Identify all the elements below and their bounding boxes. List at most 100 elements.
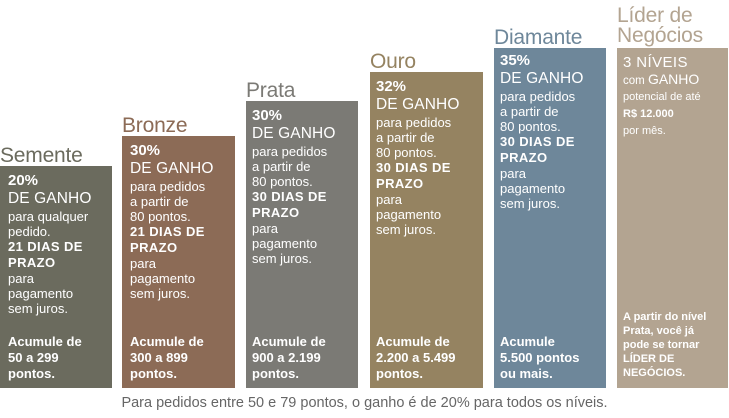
payment-line: sem juros.	[252, 251, 312, 266]
minimum-line: para pedidos	[130, 179, 206, 194]
condition-line: Prata, você já	[623, 325, 694, 337]
minimum-line: para pedidos	[376, 115, 452, 130]
minimum-line: para pedidos	[252, 144, 328, 159]
payment-line: para	[252, 221, 279, 236]
accumulate-line: Acumule	[500, 334, 555, 349]
tier-semente: Semente 20% DE GANHO para qualquer pedid…	[0, 144, 112, 388]
tier-benefits: 35% DE GANHO para pedidos a partir de 80…	[500, 52, 602, 211]
payment-line: pagamento	[376, 207, 442, 222]
gain-label: com GANHO	[623, 71, 724, 89]
payment-line: pagamento	[130, 271, 196, 286]
levels-label: 3 NÍVEIS	[623, 54, 688, 71]
payment-line: para	[130, 256, 157, 271]
gain-percent: 30%	[130, 142, 161, 159]
tier-name: Líder de Negócios	[617, 5, 703, 47]
payment-line: para	[500, 166, 527, 181]
accumulate-line: 2.200 a 5.499	[376, 350, 456, 365]
minimum-line: a partir de	[376, 130, 435, 145]
accumulate-line: pontos.	[8, 366, 55, 381]
tier-name: Bronze	[122, 114, 188, 137]
prazo-line: PRAZO	[8, 255, 56, 270]
gain-percent: 32%	[376, 78, 407, 95]
tier-name: Semente	[0, 144, 83, 167]
tier-benefits: 3 NÍVEIS com GANHO potencial de até R$ 1…	[623, 54, 724, 140]
tier-name-line: Negócios	[617, 24, 703, 47]
gain-label: DE GANHO	[376, 96, 460, 113]
gain-percent: 20%	[8, 172, 39, 189]
accumulate-text: Acumule de 50 a 299 pontos.	[8, 334, 108, 382]
condition-line: NEGÓCIOS.	[623, 367, 686, 379]
tier-benefits: 32% DE GANHO para pedidos a partir de 80…	[376, 78, 479, 237]
accumulate-line: 900 a 2.199	[252, 350, 321, 365]
gain-percent: 35%	[500, 52, 531, 69]
minimum-line: 80 pontos.	[252, 174, 313, 189]
prazo-line: PRAZO	[252, 205, 300, 220]
per-month-label: por mês.	[623, 125, 666, 137]
payment-line: sem juros.	[376, 222, 436, 237]
accumulate-text: Acumule de 900 a 2.199 pontos.	[252, 334, 354, 382]
condition-line: LÍDER DE	[623, 353, 675, 365]
minimum-line: a partir de	[130, 194, 189, 209]
minimum-line: para pedidos	[500, 89, 576, 104]
minimum-line: 80 pontos.	[130, 209, 191, 224]
accumulate-line: 5.500 pontos	[500, 350, 580, 365]
minimum-line: para qualquer	[8, 209, 89, 224]
lider-condition-text: A partir do nível Prata, você já pode se…	[623, 310, 724, 380]
tier-box: 30% DE GANHO para pedidos a partir de 80…	[246, 101, 358, 388]
accumulate-line: Acumule de	[252, 334, 326, 349]
prazo-line: 30 DIAS DE	[500, 134, 575, 149]
tier-box: 35% DE GANHO para pedidos a partir de 80…	[494, 48, 606, 388]
accumulate-text: Acumule 5.500 pontos ou mais.	[500, 334, 602, 382]
accumulate-line: ou mais.	[500, 366, 553, 381]
tier-benefits: 30% DE GANHO para pedidos a partir de 80…	[252, 107, 354, 266]
payment-line: pagamento	[8, 286, 74, 301]
payment-line: sem juros.	[500, 196, 560, 211]
potential-label: potencial de até	[623, 91, 701, 103]
tier-benefits: 30% DE GANHO para pedidos a partir de 80…	[130, 142, 231, 301]
tier-benefits: 20% DE GANHO para qualquer pedido. 21 DI…	[8, 172, 108, 316]
prazo-line: 21 DIAS DE	[130, 224, 205, 239]
amount-line: R$ 12.000	[623, 106, 724, 123]
payment-line: pagamento	[500, 181, 566, 196]
tier-name: Prata	[246, 79, 296, 102]
tier-prata: Prata 30% DE GANHO para pedidos a partir…	[246, 79, 358, 388]
minimum-line: a partir de	[252, 159, 311, 174]
prazo-line: PRAZO	[130, 240, 178, 255]
accumulate-line: pontos.	[376, 366, 423, 381]
accumulate-line: Acumule de	[130, 334, 204, 349]
tier-box: 20% DE GANHO para qualquer pedido. 21 DI…	[0, 166, 112, 388]
tier-box: 32% DE GANHO para pedidos a partir de 80…	[370, 72, 483, 388]
accumulate-line: 300 a 899	[130, 350, 188, 365]
minimum-line: a partir de	[500, 104, 559, 119]
prazo-line: 21 DIAS DE	[8, 239, 83, 254]
gain-label: DE GANHO	[252, 125, 336, 142]
tier-bronze: Bronze 30% DE GANHO para pedidos a parti…	[122, 114, 235, 388]
accumulate-text: Acumule de 300 a 899 pontos.	[130, 334, 231, 382]
minimum-line: pedido.	[8, 224, 51, 239]
prazo-line: 30 DIAS DE	[252, 189, 327, 204]
footnote: Para pedidos entre 50 e 79 pontos, o gan…	[121, 395, 608, 411]
ganho-label: GANHO	[647, 71, 700, 87]
tier-box: 3 NÍVEIS com GANHO potencial de até R$ 1…	[617, 48, 728, 388]
payment-line: sem juros.	[130, 286, 190, 301]
minimum-line: 80 pontos.	[500, 119, 561, 134]
com-label: com	[623, 75, 645, 87]
condition-line: A partir do nível	[623, 311, 707, 323]
prazo-line: 30 DIAS DE	[376, 160, 451, 175]
accumulate-line: Acumule de	[376, 334, 450, 349]
tier-lider-de-negocios: Líder de Negócios 3 NÍVEIS com GANHO pot…	[617, 5, 728, 388]
payment-line: pagamento	[252, 236, 318, 251]
accumulate-line: pontos.	[130, 366, 177, 381]
payment-line: para	[376, 192, 403, 207]
tier-diamante: Diamante 35% DE GANHO para pedidos a par…	[494, 26, 606, 388]
tier-name: Ouro	[370, 50, 416, 73]
payment-line: para	[8, 271, 35, 286]
gain-percent: 30%	[252, 107, 283, 124]
gain-label: DE GANHO	[500, 70, 584, 87]
gain-label: DE GANHO	[8, 190, 92, 207]
tier-box: 30% DE GANHO para pedidos a partir de 80…	[122, 136, 235, 388]
condition-line: pode se tornar	[623, 339, 700, 351]
prazo-line: PRAZO	[376, 176, 424, 191]
tier-ouro: Ouro 32% DE GANHO para pedidos a partir …	[370, 50, 483, 388]
payment-line: sem juros.	[8, 301, 68, 316]
